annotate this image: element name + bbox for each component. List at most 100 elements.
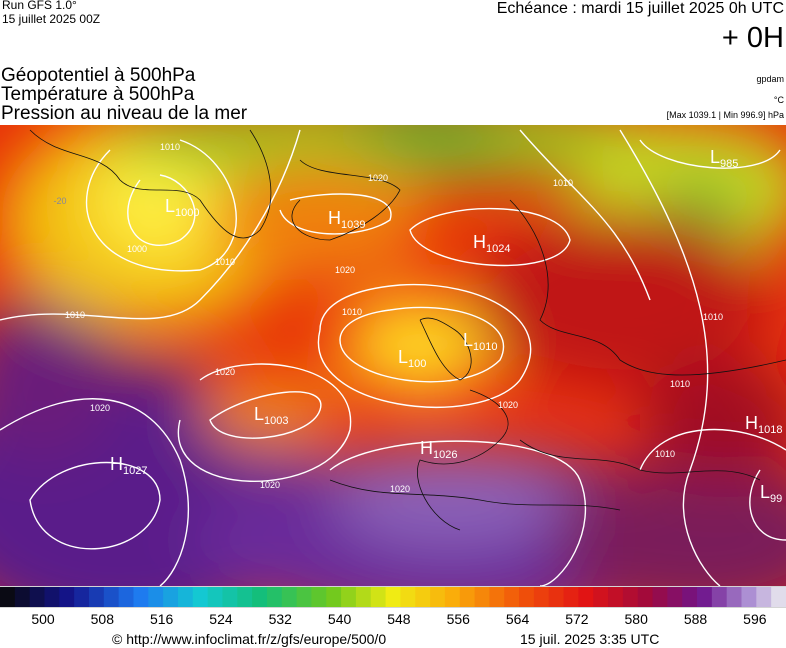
- center-value: 1000: [175, 207, 199, 219]
- coastlines: [29, 129, 786, 531]
- colorbar-swatch: [266, 587, 283, 607]
- isobar-label: 1020: [390, 484, 410, 494]
- isobar-label: 1010: [655, 449, 675, 459]
- center-letter: L: [165, 196, 175, 216]
- isobar-label: 1010: [703, 312, 723, 322]
- colorbar-swatch: [667, 587, 683, 607]
- colorbar-swatch: [474, 587, 490, 607]
- colorbar-tick-label: 572: [565, 611, 589, 627]
- colorbar-swatch: [237, 587, 253, 607]
- colorbar-swatch: [103, 587, 120, 607]
- isobars: [0, 129, 786, 586]
- colorbar-swatch: [622, 587, 639, 607]
- center-value: 1024: [486, 243, 510, 255]
- title-line: Pression au niveau de la mer: [1, 103, 248, 124]
- pressure-center: L985: [710, 147, 738, 170]
- colorbar-swatch: [222, 587, 238, 607]
- unit: gpdam: [756, 74, 784, 84]
- colorbar-swatch: [163, 587, 179, 607]
- pressure-center: L99: [760, 482, 782, 505]
- colorbar-swatch: [281, 587, 298, 607]
- map: [0, 125, 786, 586]
- offset: + 0H: [722, 22, 784, 54]
- isobar-label: 1020: [368, 173, 388, 183]
- isobar-label: 1010: [553, 178, 573, 188]
- center-letter: H: [420, 438, 433, 458]
- run-label: Run GFS 1.0°: [2, 0, 77, 12]
- colorbar-swatch: [637, 587, 654, 607]
- isobar-label: 1020: [215, 367, 235, 377]
- colorbar-swatch: [444, 587, 461, 607]
- isobar-label: 1010: [670, 379, 690, 389]
- colorbar-swatch: [489, 587, 505, 607]
- center-value: 1026: [433, 449, 457, 461]
- colorbar-swatch: [118, 587, 134, 607]
- colorbar-tick-label: 540: [328, 611, 352, 627]
- colorbar-tick-label: 524: [209, 611, 233, 627]
- center-letter: H: [110, 454, 123, 474]
- run-date: 15 juillet 2025 00Z: [2, 12, 100, 26]
- isobar-label: 1010: [65, 310, 85, 320]
- colorbar-swatch: [192, 587, 209, 607]
- center-value: 1039: [341, 219, 365, 231]
- title-line: Température à 500hPa: [1, 84, 195, 105]
- colorbar-swatch: [608, 587, 624, 607]
- center-value: 99: [770, 493, 782, 505]
- pressure-center: L1010: [463, 330, 498, 353]
- colorbar-swatch: [415, 587, 431, 607]
- colorbar-swatch: [133, 587, 149, 607]
- center-value: 985: [720, 158, 738, 170]
- pressure-center: H1018: [745, 413, 782, 436]
- colorbar-swatch: [741, 587, 757, 607]
- colorbar-swatch: [697, 587, 713, 607]
- center-letter: L: [760, 482, 770, 502]
- center-value: 1027: [123, 465, 147, 477]
- unit: °C: [774, 95, 785, 105]
- colorbar-swatch: [726, 587, 743, 607]
- colorbar-swatch: [29, 587, 45, 607]
- unit: [Max 1039.1 | Min 996.9] hPa: [667, 110, 784, 120]
- center-value: 1010: [473, 341, 497, 353]
- colorbar-swatch: [252, 587, 268, 607]
- colorbar-swatch: [430, 587, 446, 607]
- colorbar-swatch: [355, 587, 372, 607]
- colorbar-swatch: [519, 587, 535, 607]
- colorbar-tick-label: 596: [743, 611, 767, 627]
- center-letter: L: [398, 347, 408, 367]
- center-letter: L: [710, 147, 720, 167]
- center-letter: H: [473, 232, 486, 252]
- colorbar-swatch: [385, 587, 401, 607]
- pressure-center: L1003: [254, 404, 289, 427]
- colorbar-tick-label: 588: [684, 611, 708, 627]
- colorbar-swatch: [177, 587, 194, 607]
- title-line: Géopotentiel à 500hPa: [1, 65, 196, 86]
- colorbar-swatch: [59, 587, 75, 607]
- isobar-label: 1010: [215, 257, 235, 267]
- colorbar-swatch: [74, 587, 90, 607]
- source-url: © http://www.infoclimat.fr/z/gfs/europe/…: [112, 631, 386, 647]
- center-letter: L: [463, 330, 473, 350]
- colorbar-swatch: [711, 587, 728, 607]
- colorbar-tick-label: 580: [625, 611, 649, 627]
- center-letter: H: [745, 413, 758, 433]
- isobar-label: 1000: [127, 244, 147, 254]
- colorbar-swatch: [682, 587, 698, 607]
- pressure-center: H1026: [420, 438, 457, 461]
- center-letter: H: [328, 208, 341, 228]
- center-value: 100: [408, 358, 426, 370]
- isobar-label: 1020: [498, 400, 518, 410]
- colorbar-swatch: [311, 587, 327, 607]
- colorbar-tick-label: 548: [387, 611, 411, 627]
- colorbar-swatch: [296, 587, 312, 607]
- colorbar-swatch: [548, 587, 565, 607]
- colorbar-swatch: [459, 587, 476, 607]
- isobar-label: 1020: [335, 265, 355, 275]
- colorbar-tick-label: 556: [447, 611, 471, 627]
- isobar-label: 1010: [160, 142, 180, 152]
- pressure-center: L1000: [165, 196, 200, 219]
- colorbar-tick-label: 564: [506, 611, 530, 627]
- colorbar-swatch: [771, 587, 786, 607]
- colorbar-tick-label: 532: [269, 611, 293, 627]
